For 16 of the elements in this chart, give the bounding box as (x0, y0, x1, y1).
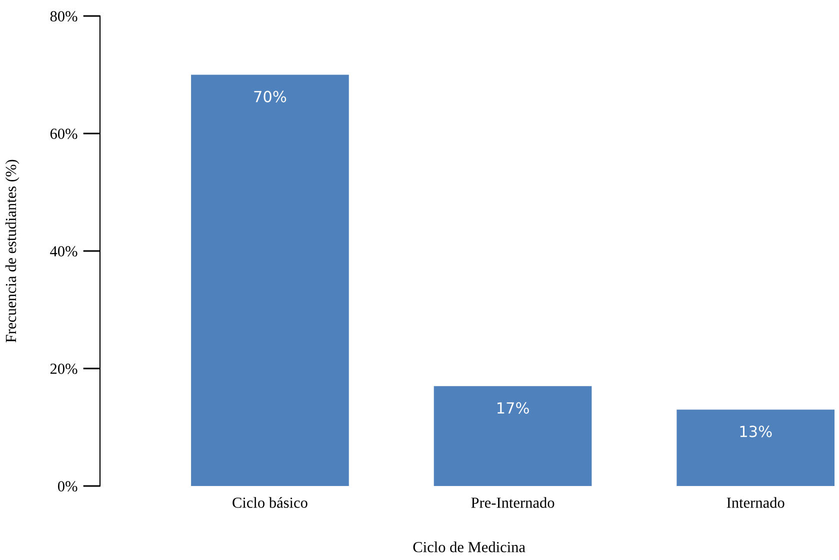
data-label: 17% (497, 402, 529, 414)
bar (676, 410, 835, 486)
x-tick-label: Pre-Internado (471, 497, 554, 508)
y-tick-label: 80% (50, 11, 78, 22)
y-tick-label: 0% (58, 481, 78, 492)
y-tick-label: 60% (50, 128, 78, 139)
bar (191, 74, 349, 486)
y-tick-label: 40% (50, 246, 78, 256)
bar (434, 386, 592, 486)
data-label: 13% (740, 426, 772, 438)
y-axis-title: Frecuencia de estudiantes (%) (5, 160, 20, 342)
x-axis-title: Ciclo de Medicina (413, 542, 526, 552)
x-tick-label: Internado (726, 497, 784, 508)
x-tick-label: Ciclo básico (232, 497, 308, 508)
data-label: 70% (254, 90, 286, 102)
y-tick-label: 20% (50, 364, 78, 374)
